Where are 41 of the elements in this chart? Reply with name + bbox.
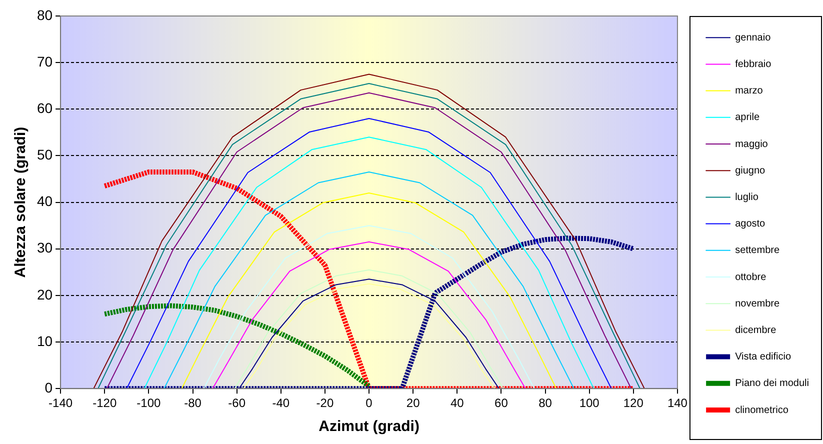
legend-label: Piano dei moduli [735, 378, 809, 390]
x-tick-label: -120 [92, 396, 117, 410]
x-tick-label: 100 [579, 396, 600, 410]
legend-label: giugno [735, 165, 766, 176]
x-tick-label: 140 [667, 396, 688, 410]
y-tick-label: 30 [36, 240, 53, 256]
x-tick-label: 20 [406, 396, 420, 410]
x-tick-label: -140 [48, 396, 73, 410]
x-tick-label: -100 [136, 396, 162, 410]
legend-label: maggio [735, 138, 768, 150]
legend-label: marzo [735, 86, 764, 97]
legend-label: novembre [735, 298, 780, 310]
x-tick-label: 120 [623, 396, 644, 410]
y-tick-label: 10 [36, 332, 53, 349]
x-axis-title: Azimut (gradi) [318, 418, 420, 436]
y-tick-label: 70 [36, 53, 53, 70]
legend-label: febbraio [735, 58, 772, 70]
legend-label: luglio [735, 192, 759, 203]
legend-label: aprile [735, 112, 760, 124]
x-tick-label: 0 [366, 396, 373, 410]
legend-label: settembre [735, 245, 780, 256]
legend-label: gennaio [735, 32, 772, 44]
x-tick-label: -40 [272, 396, 290, 410]
x-tick-label: -80 [184, 396, 202, 410]
legend-label: Vista edificio [735, 352, 792, 363]
x-tick-label: -20 [316, 396, 334, 410]
x-tick-label: 60 [494, 396, 508, 410]
y-tick-label: 60 [36, 100, 53, 116]
legend-label: dicembre [735, 324, 777, 336]
x-tick-label: -60 [228, 396, 246, 410]
x-tick-label: 40 [450, 396, 464, 410]
x-tick-label: 80 [538, 396, 552, 410]
legend-label: ottobre [735, 272, 767, 283]
y-tick-label: 20 [36, 286, 53, 302]
legend-label: clinometrico [735, 404, 789, 416]
y-tick-label: 0 [44, 379, 53, 396]
y-tick-label: 40 [36, 193, 53, 210]
y-tick-label: 50 [36, 146, 53, 163]
y-axis-title: Altezza solare (gradi) [12, 126, 30, 278]
legend-label: agosto [735, 218, 766, 230]
y-tick-label: 80 [36, 6, 53, 23]
